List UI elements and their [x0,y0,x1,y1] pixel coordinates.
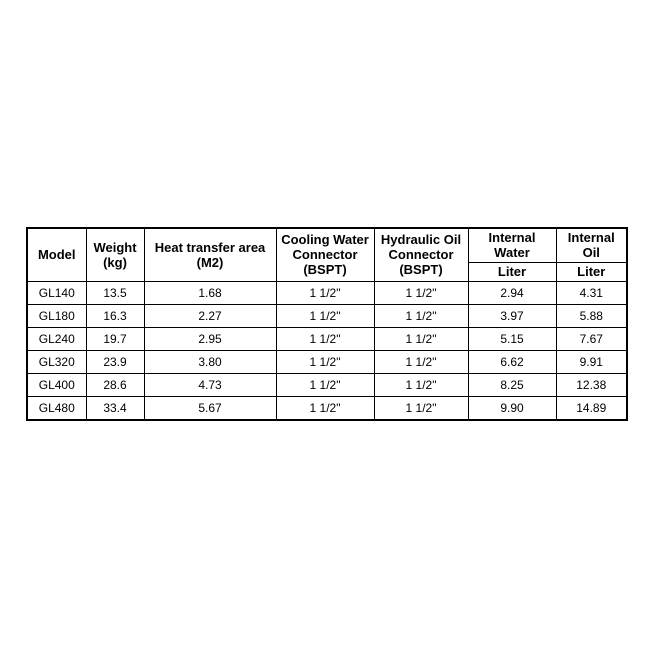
table-header-row-top: Model Weight (kg) Heat transfer area (M2… [26,227,628,282]
cell-weight: 13.5 [85,280,145,305]
cell-heat-transfer-area: 3.80 [143,349,277,374]
cell-cooling-water-connector: 1 1/2" [275,326,375,351]
header-line: Water [494,245,530,261]
cell-internal-water: 2.94 [467,280,557,305]
cell-model: GL140 [26,280,87,305]
header-line: Internal [567,230,615,246]
header-model: Model [26,227,87,282]
cell-cooling-water-connector: 1 1/2" [275,372,375,397]
cell-hydraulic-oil-connector: 1 1/2" [373,326,469,351]
header-heat-transfer-area: Heat transfer area (M2) [143,227,277,282]
cell-model: GL480 [26,395,87,420]
cell-weight: 23.9 [85,349,145,374]
header-line: Cooling Water [281,232,369,248]
header-internal-oil: Internal Oil [555,227,628,263]
table-row: GL480 33.4 5.67 1 1/2" 1 1/2" 9.90 14.89 [26,395,628,420]
header-hydraulic-oil-connector: Hydraulic Oil Connector (BSPT) [373,227,469,282]
header-line: Hydraulic Oil [380,232,462,248]
table-row: GL240 19.7 2.95 1 1/2" 1 1/2" 5.15 7.67 [26,326,628,351]
cell-internal-water: 3.97 [467,303,557,328]
spec-table: Model Weight (kg) Heat transfer area (M2… [26,227,628,421]
header-line: (BSPT) [303,262,347,278]
cell-internal-water: 5.15 [467,326,557,351]
cell-internal-oil: 5.88 [555,303,628,328]
header-line: Internal [488,230,536,246]
header-line: Connector [388,247,454,263]
cell-internal-oil: 4.31 [555,280,628,305]
header-line: Model [37,247,76,263]
header-weight: Weight (kg) [85,227,145,282]
cell-model: GL400 [26,372,87,397]
header-internal-water: Internal Water [467,227,557,263]
header-line: (BSPT) [399,262,443,278]
cell-cooling-water-connector: 1 1/2" [275,395,375,420]
cell-internal-water: 9.90 [467,395,557,420]
cell-hydraulic-oil-connector: 1 1/2" [373,349,469,374]
cell-cooling-water-connector: 1 1/2" [275,280,375,305]
cell-weight: 28.6 [85,372,145,397]
header-internal-water-unit: Liter [467,261,557,282]
header-internal-oil-unit: Liter [555,261,628,282]
cell-internal-oil: 9.91 [555,349,628,374]
cell-model: GL320 [26,349,87,374]
cell-internal-oil: 7.67 [555,326,628,351]
cell-cooling-water-connector: 1 1/2" [275,303,375,328]
cell-heat-transfer-area: 2.95 [143,326,277,351]
table-row: GL180 16.3 2.27 1 1/2" 1 1/2" 3.97 5.88 [26,303,628,328]
cell-heat-transfer-area: 2.27 [143,303,277,328]
table-row: GL140 13.5 1.68 1 1/2" 1 1/2" 2.94 4.31 [26,280,628,305]
cell-heat-transfer-area: 5.67 [143,395,277,420]
header-line: (M2) [196,254,224,270]
cell-internal-water: 6.62 [467,349,557,374]
cell-internal-oil: 12.38 [555,372,628,397]
table-header-row-units: Liter Liter [27,261,628,282]
cell-model: GL180 [26,303,87,328]
cell-heat-transfer-area: 4.73 [143,372,277,397]
header-line: Weight [93,239,137,255]
cell-hydraulic-oil-connector: 1 1/2" [373,280,469,305]
header-cooling-water-connector: Cooling Water Connector (BSPT) [275,227,375,282]
cell-weight: 16.3 [85,303,145,328]
cell-weight: 19.7 [85,326,145,351]
header-line: Oil [582,245,600,261]
cell-hydraulic-oil-connector: 1 1/2" [373,372,469,397]
cell-weight: 33.4 [85,395,145,420]
header-line: (kg) [103,254,127,270]
cell-hydraulic-oil-connector: 1 1/2" [373,303,469,328]
cell-cooling-water-connector: 1 1/2" [275,349,375,374]
table-row: GL320 23.9 3.80 1 1/2" 1 1/2" 6.62 9.91 [26,349,628,374]
header-line: Connector [292,247,358,263]
table-row: GL400 28.6 4.73 1 1/2" 1 1/2" 8.25 12.38 [26,372,628,397]
cell-internal-water: 8.25 [467,372,557,397]
cell-internal-oil: 14.89 [555,395,628,420]
header-line: Heat transfer area [154,239,266,255]
cell-hydraulic-oil-connector: 1 1/2" [373,395,469,420]
cell-model: GL240 [26,326,87,351]
cell-heat-transfer-area: 1.68 [143,280,277,305]
